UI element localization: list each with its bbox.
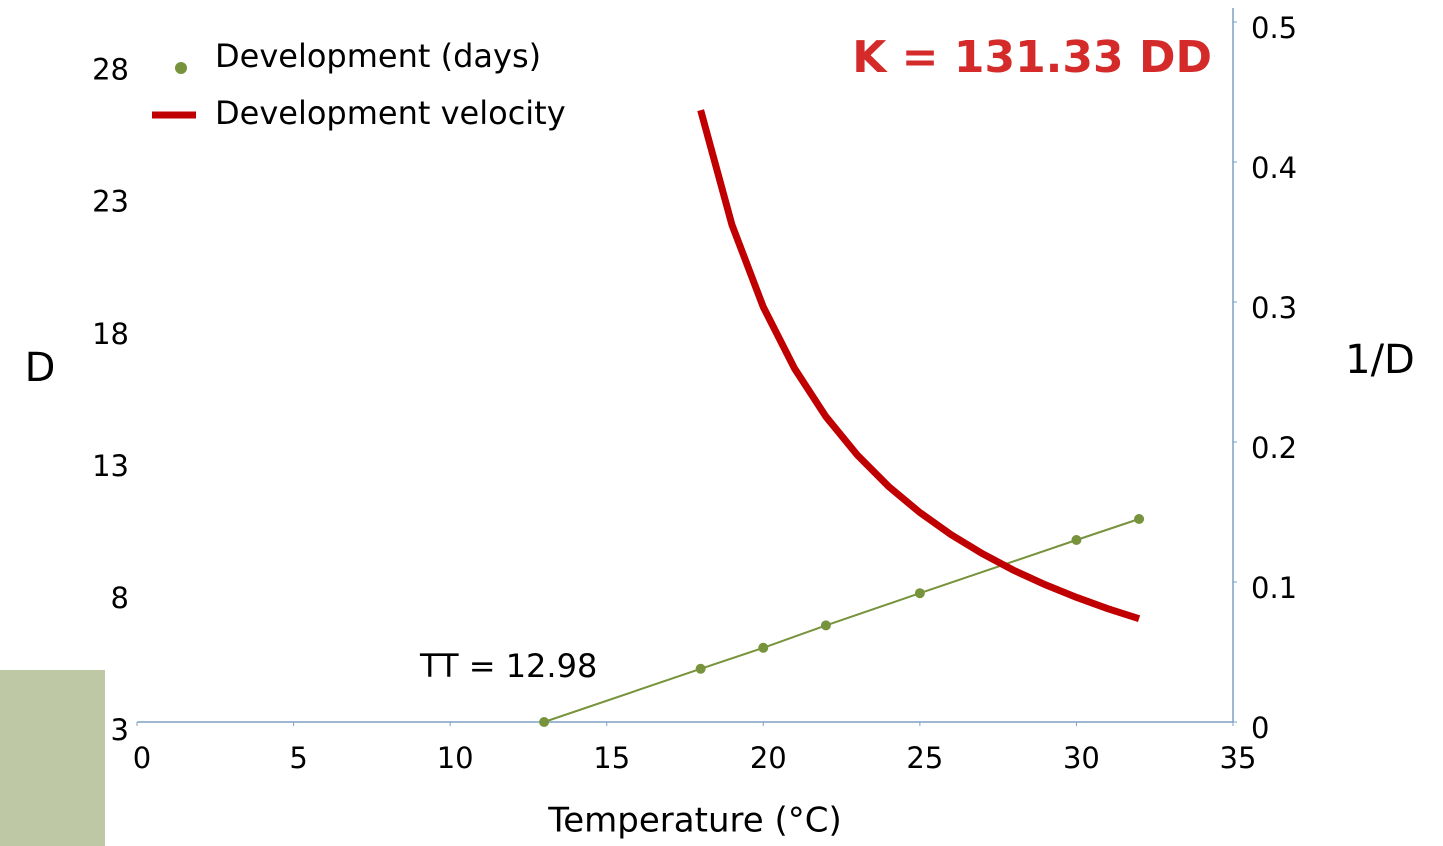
data-point bbox=[820, 620, 831, 631]
legend-label: Development (days) bbox=[215, 37, 541, 75]
background-photo bbox=[0, 670, 105, 846]
tt-annotation: TT = 12.98 bbox=[419, 647, 597, 685]
y2-tick-label: 0 bbox=[1251, 711, 1269, 745]
y2-tick-label: 0.4 bbox=[1251, 151, 1297, 185]
data-point bbox=[695, 663, 706, 674]
legend-label: Development velocity bbox=[215, 94, 566, 132]
y-tick-label: 23 bbox=[92, 185, 129, 219]
y-tick-label: 3 bbox=[111, 713, 129, 747]
x-tick-label: 25 bbox=[906, 741, 943, 775]
data-point bbox=[539, 717, 550, 727]
y-tick-label: 8 bbox=[111, 581, 129, 615]
y2-tick-label: 0.3 bbox=[1251, 291, 1297, 325]
x-tick-label: 0 bbox=[133, 741, 151, 775]
x-tick-label: 30 bbox=[1063, 741, 1100, 775]
series-line bbox=[697, 109, 1141, 623]
series-line bbox=[543, 518, 1140, 723]
legend-marker bbox=[175, 62, 187, 74]
y-tick-label: 13 bbox=[92, 449, 129, 483]
x-tick-label: 20 bbox=[750, 741, 787, 775]
x-tick-label: 15 bbox=[593, 741, 630, 775]
x-axis-title: Temperature (°C) bbox=[547, 801, 841, 841]
y2-tick-label: 0.5 bbox=[1251, 11, 1297, 45]
y2-axis-title: 1/D bbox=[1345, 337, 1415, 383]
y-axis-title: D bbox=[25, 345, 56, 391]
data-point bbox=[914, 588, 925, 599]
x-tick-label: 5 bbox=[289, 741, 307, 775]
k-annotation: K = 131.33 DD bbox=[852, 32, 1212, 83]
y2-tick-label: 0.1 bbox=[1251, 571, 1297, 605]
data-point bbox=[1071, 535, 1082, 545]
y2-tick-label: 0.2 bbox=[1251, 431, 1297, 465]
data-point bbox=[758, 642, 769, 653]
y-tick-label: 18 bbox=[92, 317, 129, 351]
data-point bbox=[1134, 514, 1145, 524]
y-tick-label: 28 bbox=[92, 53, 129, 87]
x-tick-label: 35 bbox=[1220, 741, 1257, 775]
x-tick-label: 10 bbox=[437, 741, 474, 775]
